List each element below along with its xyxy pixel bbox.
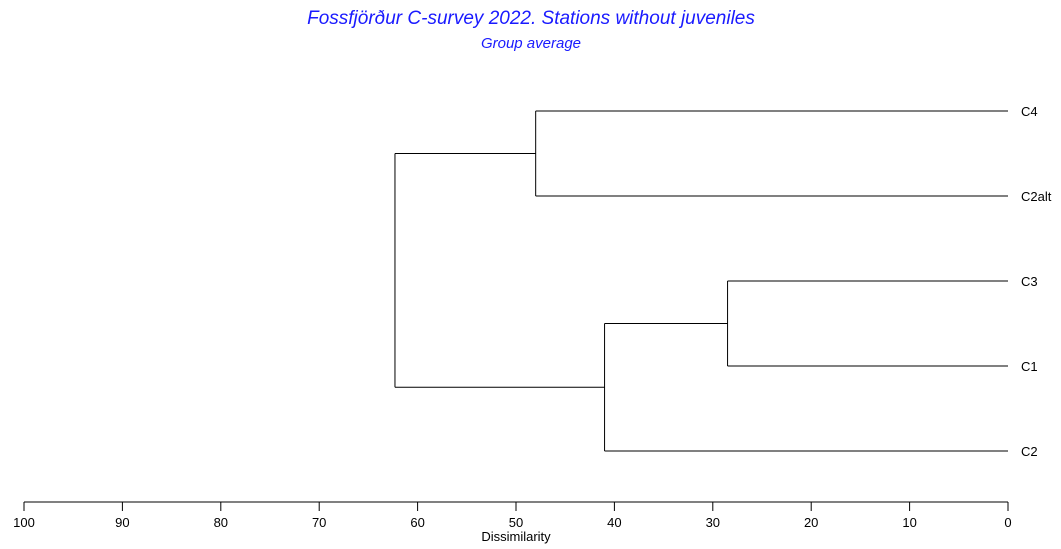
x-axis: 100 90 80 70 60 50 40 30 20 10 0: [13, 501, 1012, 530]
leaf-label: C1: [1021, 359, 1038, 374]
leaf-label: C3: [1021, 274, 1038, 289]
x-axis-label: Dissimilarity: [481, 529, 551, 544]
x-tick-label: 100: [13, 515, 35, 530]
x-tick-label: 80: [214, 515, 228, 530]
x-tick-label: 60: [410, 515, 424, 530]
x-tick-label: 70: [312, 515, 326, 530]
chart-subtitle: Group average: [481, 35, 581, 52]
leaf-label: C4: [1021, 104, 1038, 119]
leaf-labels: C4 C2alt C3 C1 C2: [1021, 104, 1052, 459]
x-tick-label: 0: [1004, 515, 1011, 530]
x-tick-label: 30: [706, 515, 720, 530]
dendrogram-branches: [394, 110, 1008, 452]
x-tick-label: 50: [509, 515, 523, 530]
chart-title: Fossfjörður C-survey 2022. Stations with…: [307, 8, 755, 29]
leaf-label: C2: [1021, 444, 1038, 459]
x-tick-label: 90: [115, 515, 129, 530]
x-tick-label: 40: [607, 515, 621, 530]
leaf-label: C2alt: [1021, 189, 1052, 204]
x-tick-label: 20: [804, 515, 818, 530]
x-tick-label: 10: [902, 515, 916, 530]
